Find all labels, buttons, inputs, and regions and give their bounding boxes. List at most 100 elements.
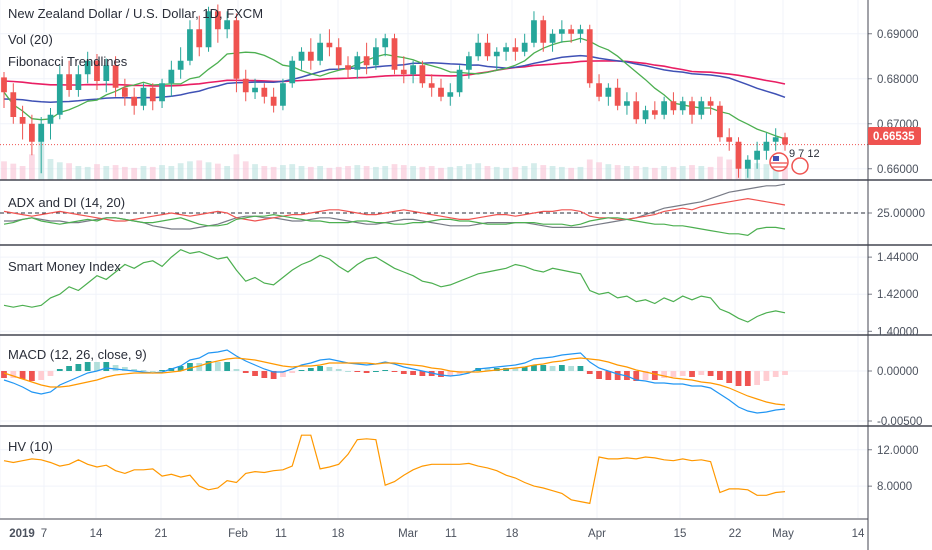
volume-bar [670,166,677,180]
price-axis[interactable]: 0.660000.670000.680000.6900025.000001.40… [867,0,925,550]
macd-histogram-bar [596,371,602,379]
macd-histogram-bar [270,371,277,379]
candle [670,101,677,111]
event-flag-badge[interactable] [791,157,809,175]
us-flag-icon[interactable] [769,152,789,172]
volume-bar [568,167,575,180]
legend-symbol[interactable]: New Zealand Dollar / U.S. Dollar, 1D, FX… [8,6,263,21]
macd-histogram-bar [707,371,714,376]
candle [475,42,482,57]
x-tick-label: May [772,528,794,540]
volume-bar [187,161,193,180]
macd-histogram-bar [103,362,110,371]
volume-bar [205,162,212,180]
candles[interactable] [1,4,788,178]
candle [261,87,268,97]
volume-bar [577,166,584,180]
x-tick-label: Feb [228,528,248,540]
macd-histogram-bar [38,371,45,380]
macd-histogram-bar [224,362,231,371]
volume-bar [596,162,602,180]
volume-bar [447,166,454,180]
volume-bar [549,166,556,180]
pane-legends: New Zealand Dollar / U.S. Dollar, 1D, FX… [8,6,263,454]
macd-histogram-bar [521,367,528,371]
macd-histogram-bar [531,365,537,371]
volume-bar [633,166,640,180]
legend-fibonacci[interactable]: Fibonacci Trendlines [8,54,128,69]
legend-macd[interactable]: MACD (12, 26, close, 9) [8,347,147,362]
candle [717,105,723,138]
volume-bar [121,166,128,180]
pane-separators[interactable] [0,179,932,427]
current-price-marker[interactable]: 0.66535 [868,127,921,145]
macd-histogram-bar [214,362,221,371]
macd-histogram-bar [47,371,54,376]
macd-histogram-bar [335,369,342,371]
macd-histogram-bar [484,368,491,371]
volume-bar [503,167,509,180]
candle [354,56,361,70]
candle [307,51,314,61]
volume-bar [56,162,63,180]
y-tick-label: 0.69000 [877,29,919,41]
macd-histogram-bar [289,371,296,373]
volume-bar [707,166,714,180]
legend-smi[interactable]: Smart Money Index [8,259,121,274]
macd-histogram-bar [689,371,695,377]
x-tick-label: 14 [852,528,865,540]
macd-histogram-bar [782,371,788,375]
volume-bar [177,163,184,180]
candle [121,87,128,97]
candle [596,83,602,97]
macd-histogram-bar [187,363,193,371]
macd-histogram-bar [112,365,119,371]
y-tick-label: 12.0000 [877,445,919,457]
macd-histogram-bar [549,366,556,371]
legend-hv[interactable]: HV (10) [8,439,53,454]
grid [0,0,868,518]
candle [698,101,705,115]
x-tick-label: 18 [332,528,345,540]
volume-bar [465,164,472,180]
volume-bar [103,166,110,180]
candle [56,74,63,115]
candle [168,69,175,84]
legend-volume[interactable]: Vol (20) [8,32,53,47]
candle [512,47,519,52]
volume-bar [307,166,314,180]
candle [140,87,147,106]
candle [503,47,509,52]
macd-histogram-bar [373,371,379,372]
macd-histogram-bar [744,371,751,386]
macd-histogram-bar [131,369,138,371]
candle [159,83,165,102]
volume-bar [373,166,379,180]
indicator-panes[interactable] [0,183,868,505]
macd-histogram-bar [763,371,770,381]
event-flag[interactable]: 9 7 12 [769,148,820,175]
volume-bar [298,166,305,180]
candle [726,137,733,142]
candle [763,141,770,151]
candle [289,60,296,84]
x-tick-label: 14 [90,528,103,540]
candle [400,69,407,75]
macd-histogram-bar [586,371,593,374]
macd-histogram-bar [512,368,519,371]
volume-bar [438,167,444,180]
x-tick-label: 21 [155,528,168,540]
volume-bar [698,166,705,180]
macd-histogram-bar [280,371,286,377]
volume-bar [484,166,491,180]
volume-bar [391,164,398,180]
volume-bar [94,164,100,180]
macd-histogram-bar [679,371,686,376]
macd-histogram-bar [577,366,584,371]
candle [642,110,649,120]
time-axis[interactable]: 2019 7 14 21 Feb 11 18 Mar 11 18 Apr 15 22 May 14 [0,518,868,540]
candle [540,20,547,43]
volume-bar [651,167,658,180]
legend-adx[interactable]: ADX and DI (14, 20) [8,195,125,210]
